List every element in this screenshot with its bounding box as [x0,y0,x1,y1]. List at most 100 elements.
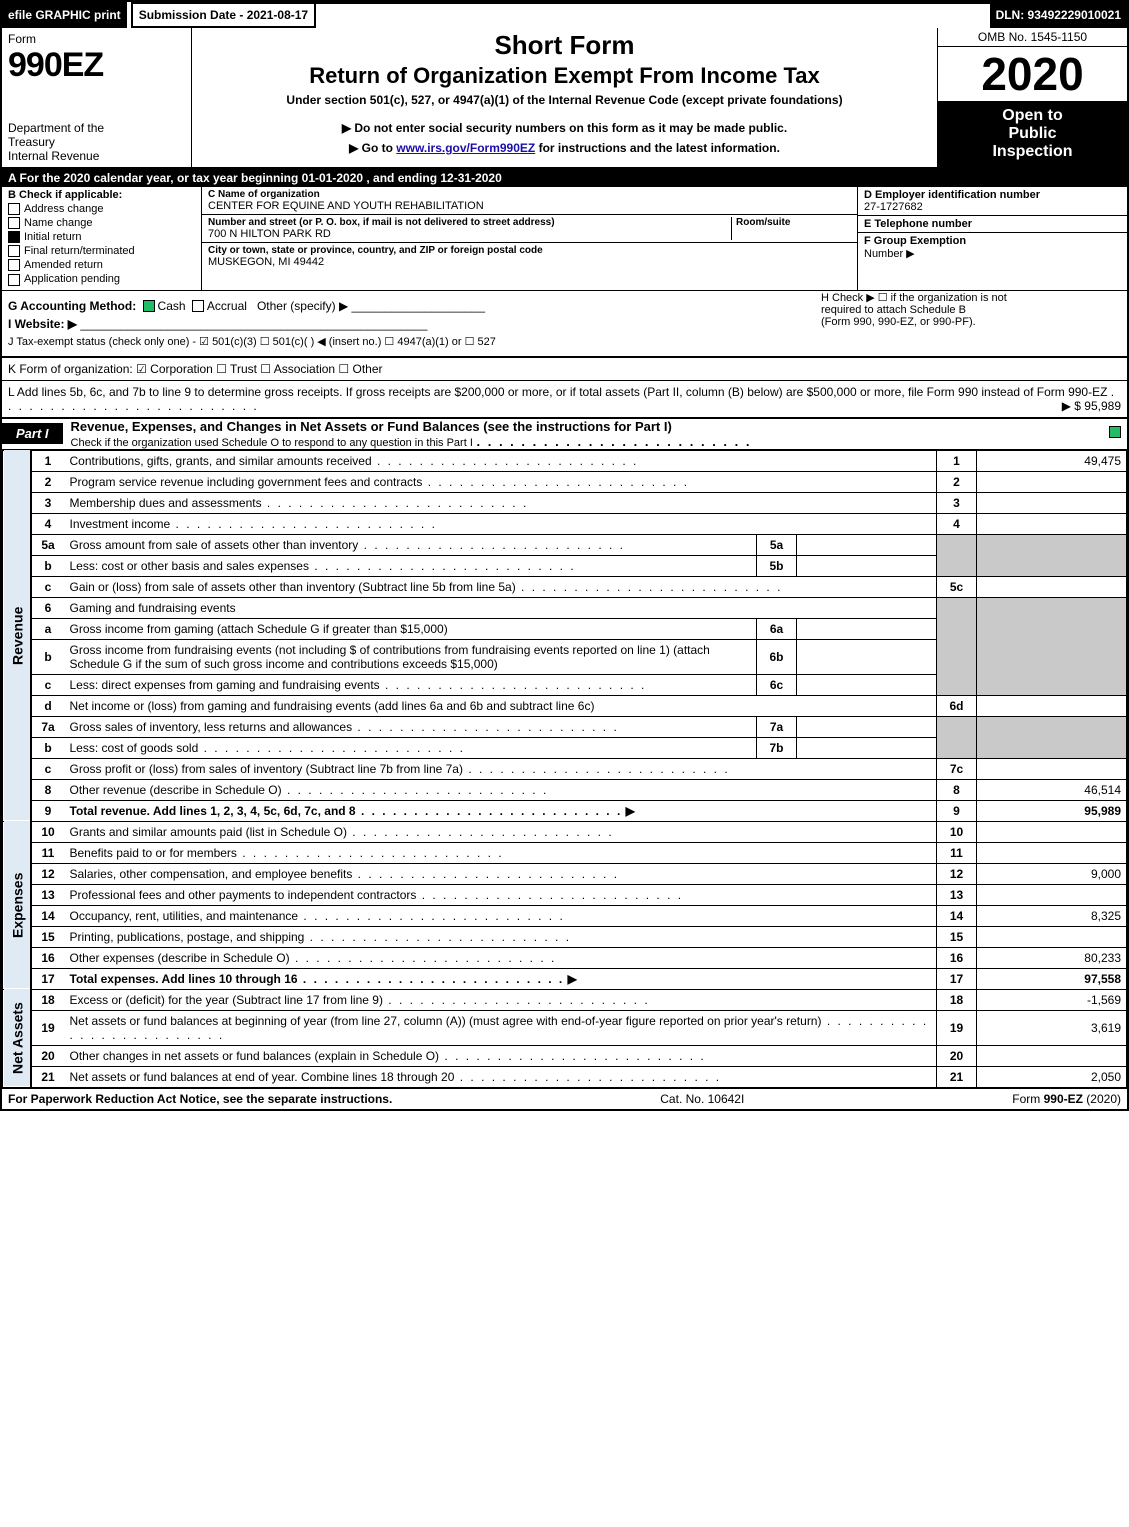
row-desc: Gross income from gaming (attach Schedul… [65,618,757,639]
desc-text: Investment income [70,517,437,531]
row-value: 2,050 [977,1066,1127,1087]
row-value: 8,325 [977,905,1127,926]
desc-text: Total expenses. Add lines 10 through 16 [70,972,298,986]
chk-name-change[interactable]: Name change [8,217,195,229]
row-desc: Excess or (deficit) for the year (Subtra… [65,989,937,1010]
table-row: Revenue 1 Contributions, gifts, grants, … [3,450,1127,471]
chk-amended-return[interactable]: Amended return [8,259,195,271]
row-right-num: 3 [937,492,977,513]
row-num: b [31,639,65,674]
row-num: 5a [31,534,65,555]
table-row: 14Occupancy, rent, utilities, and mainte… [3,905,1127,926]
form-number: 990EZ [8,46,185,85]
subbox-val [797,534,937,555]
chk-cash[interactable] [140,299,158,313]
table-row: 9Total revenue. Add lines 1, 2, 3, 4, 5c… [3,800,1127,821]
row-value [977,758,1127,779]
h-line3: (Form 990, 990-EZ, or 990-PF). [821,316,1121,328]
grey-cell [977,534,1127,576]
row-num: 21 [31,1066,65,1087]
row-value [977,695,1127,716]
open-line3: Inspection [938,143,1127,161]
l-text: L Add lines 5b, 6c, and 7b to line 9 to … [8,385,1107,399]
row-right-num: 9 [937,800,977,821]
h-line2: required to attach Schedule B [821,304,1121,316]
row-num: c [31,758,65,779]
row-desc: Total expenses. Add lines 10 through 16 [65,968,937,989]
form-header: Form 990EZ Department of the Treasury In… [2,28,1127,169]
row-desc: Membership dues and assessments [65,492,937,513]
table-row: 21Net assets or fund balances at end of … [3,1066,1127,1087]
row-right-num: 14 [937,905,977,926]
irs-link[interactable]: www.irs.gov/Form990EZ [396,141,535,155]
desc-text: Professional fees and other payments to … [70,888,684,902]
subbox-val [797,618,937,639]
chk-application-pending[interactable]: Application pending [8,273,195,285]
desc-text: Program service revenue including govern… [70,475,690,489]
row-value: 97,558 [977,968,1127,989]
row-num: 7a [31,716,65,737]
f-group-cell: F Group Exemption Number ▶ [858,233,1127,262]
row-num: 15 [31,926,65,947]
row-num: 2 [31,471,65,492]
goto-prefix: ▶ Go to [349,141,396,155]
row-num: 10 [31,821,65,842]
row-desc: Gain or (loss) from sale of assets other… [65,576,937,597]
ein-value: 27-1727682 [864,201,1121,213]
row-right-num: 21 [937,1066,977,1087]
table-row: 2 Program service revenue including gover… [3,471,1127,492]
part-i-title: Revenue, Expenses, and Changes in Net As… [63,419,1103,449]
department-label: Department of the Treasury Internal Reve… [8,121,185,163]
row-right-num: 19 [937,1010,977,1045]
e-phone-cell: E Telephone number [858,216,1127,233]
row-right-num: 7c [937,758,977,779]
subbox-num: 6b [757,639,797,674]
chk-address-change[interactable]: Address change [8,203,195,215]
grey-cell [977,716,1127,758]
line-j: J Tax-exempt status (check only one) - ☑… [8,335,1121,348]
subbox-val [797,716,937,737]
row-num: c [31,576,65,597]
row-desc: Other changes in net assets or fund bala… [65,1045,937,1066]
subbox-num: 6a [757,618,797,639]
row-desc: Contributions, gifts, grants, and simila… [65,450,937,471]
expenses-side-label: Expenses [3,821,31,989]
line-a-tax-year: A For the 2020 calendar year, or tax yea… [2,169,1127,187]
row-right-num: 20 [937,1045,977,1066]
table-row: 15Printing, publications, postage, and s… [3,926,1127,947]
row-desc: Investment income [65,513,937,534]
col-d-e-f: D Employer identification number 27-1727… [857,187,1127,290]
row-right-num: 6d [937,695,977,716]
row-num: 9 [31,800,65,821]
chk-final-return[interactable]: Final return/terminated [8,245,195,257]
row-num: 13 [31,884,65,905]
schedule-o-check[interactable] [1103,426,1127,441]
org-name: CENTER FOR EQUINE AND YOUTH REHABILITATI… [208,200,851,212]
row-right-num: 17 [937,968,977,989]
grey-cell [937,597,977,695]
row-value: 3,619 [977,1010,1127,1045]
row-right-num: 12 [937,863,977,884]
form-word: Form [8,32,185,46]
row-desc: Occupancy, rent, utilities, and maintena… [65,905,937,926]
desc-text: Benefits paid to or for members [70,846,504,860]
row-desc: Net income or (loss) from gaming and fun… [65,695,937,716]
desc-text: Contributions, gifts, grants, and simila… [70,454,639,468]
row-right-num: 10 [937,821,977,842]
row-num: 3 [31,492,65,513]
dept-line2: Treasury [8,135,185,149]
d-ein-cell: D Employer identification number 27-1727… [858,187,1127,216]
short-form-title: Short Form [200,30,929,61]
subbox-val [797,639,937,674]
row-num: 18 [31,989,65,1010]
chk-accrual[interactable] [189,299,207,313]
table-row: cGross profit or (loss) from sales of in… [3,758,1127,779]
subbox-num: 5a [757,534,797,555]
desc-text: Less: direct expenses from gaming and fu… [70,678,647,692]
desc-text: Less: cost or other basis and sales expe… [70,559,576,573]
row-desc: Other revenue (describe in Schedule O) [65,779,937,800]
org-street: 700 N HILTON PARK RD [208,228,731,240]
row-num: 8 [31,779,65,800]
form-990ez-page: efile GRAPHIC print Submission Date - 20… [0,0,1129,1111]
chk-initial-return[interactable]: Initial return [8,231,195,243]
